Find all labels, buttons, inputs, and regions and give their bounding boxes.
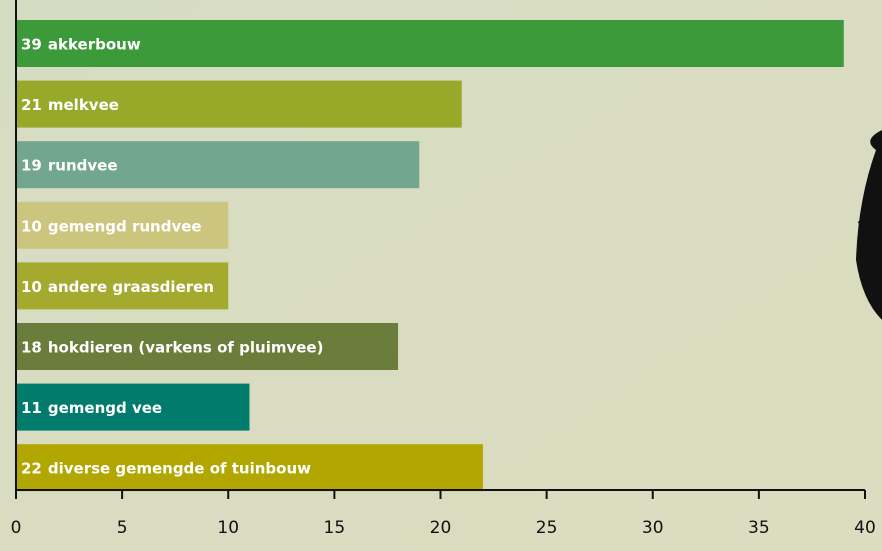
bar-label: 39 akkerbouw	[21, 35, 141, 53]
x-tick-label: 10	[217, 518, 239, 538]
bar-label: 21 melkvee	[21, 96, 119, 114]
bar-category: rundvee	[48, 156, 118, 174]
bar-label: 10 gemengd rundvee	[21, 217, 202, 235]
bar-value: 10	[21, 217, 42, 235]
x-tick-label: 40	[854, 518, 876, 538]
bar-label: 22 diverse gemengde of tuinbouw	[21, 459, 311, 477]
x-tick-label: 20	[430, 518, 452, 538]
bar-category: gemengd rundvee	[48, 217, 202, 235]
chart: la 39akkerbouw21melkvee19rundvee10gemeng…	[0, 0, 882, 551]
bar-value: 22	[21, 459, 42, 477]
x-tick-label: 5	[117, 518, 128, 538]
bar-category: gemengd vee	[48, 399, 162, 417]
x-tick-label: 35	[748, 518, 770, 538]
bar-label: 10 andere graasdieren	[21, 277, 214, 295]
bar-category: melkvee	[48, 96, 119, 114]
bar-value: 39	[21, 35, 42, 53]
x-tick-label: 25	[536, 518, 558, 538]
bar-value: 21	[21, 96, 42, 114]
bar-label: 18 hokdieren (varkens of pluimvee)	[21, 338, 323, 356]
bar-value: 11	[21, 399, 42, 417]
bar-category: andere graasdieren	[48, 277, 214, 295]
bar-value: 19	[21, 156, 42, 174]
bar-label: 19 rundvee	[21, 156, 118, 174]
bar-category: diverse gemengde of tuinbouw	[48, 459, 311, 477]
bar-category: akkerbouw	[48, 35, 141, 53]
bar-value: 18	[21, 338, 42, 356]
x-tick-label: 30	[642, 518, 664, 538]
x-tick-label: 15	[324, 518, 346, 538]
bar-category: hokdieren (varkens of pluimvee)	[48, 338, 324, 356]
bar-value: 10	[21, 277, 42, 295]
x-tick-label: 0	[11, 518, 22, 538]
